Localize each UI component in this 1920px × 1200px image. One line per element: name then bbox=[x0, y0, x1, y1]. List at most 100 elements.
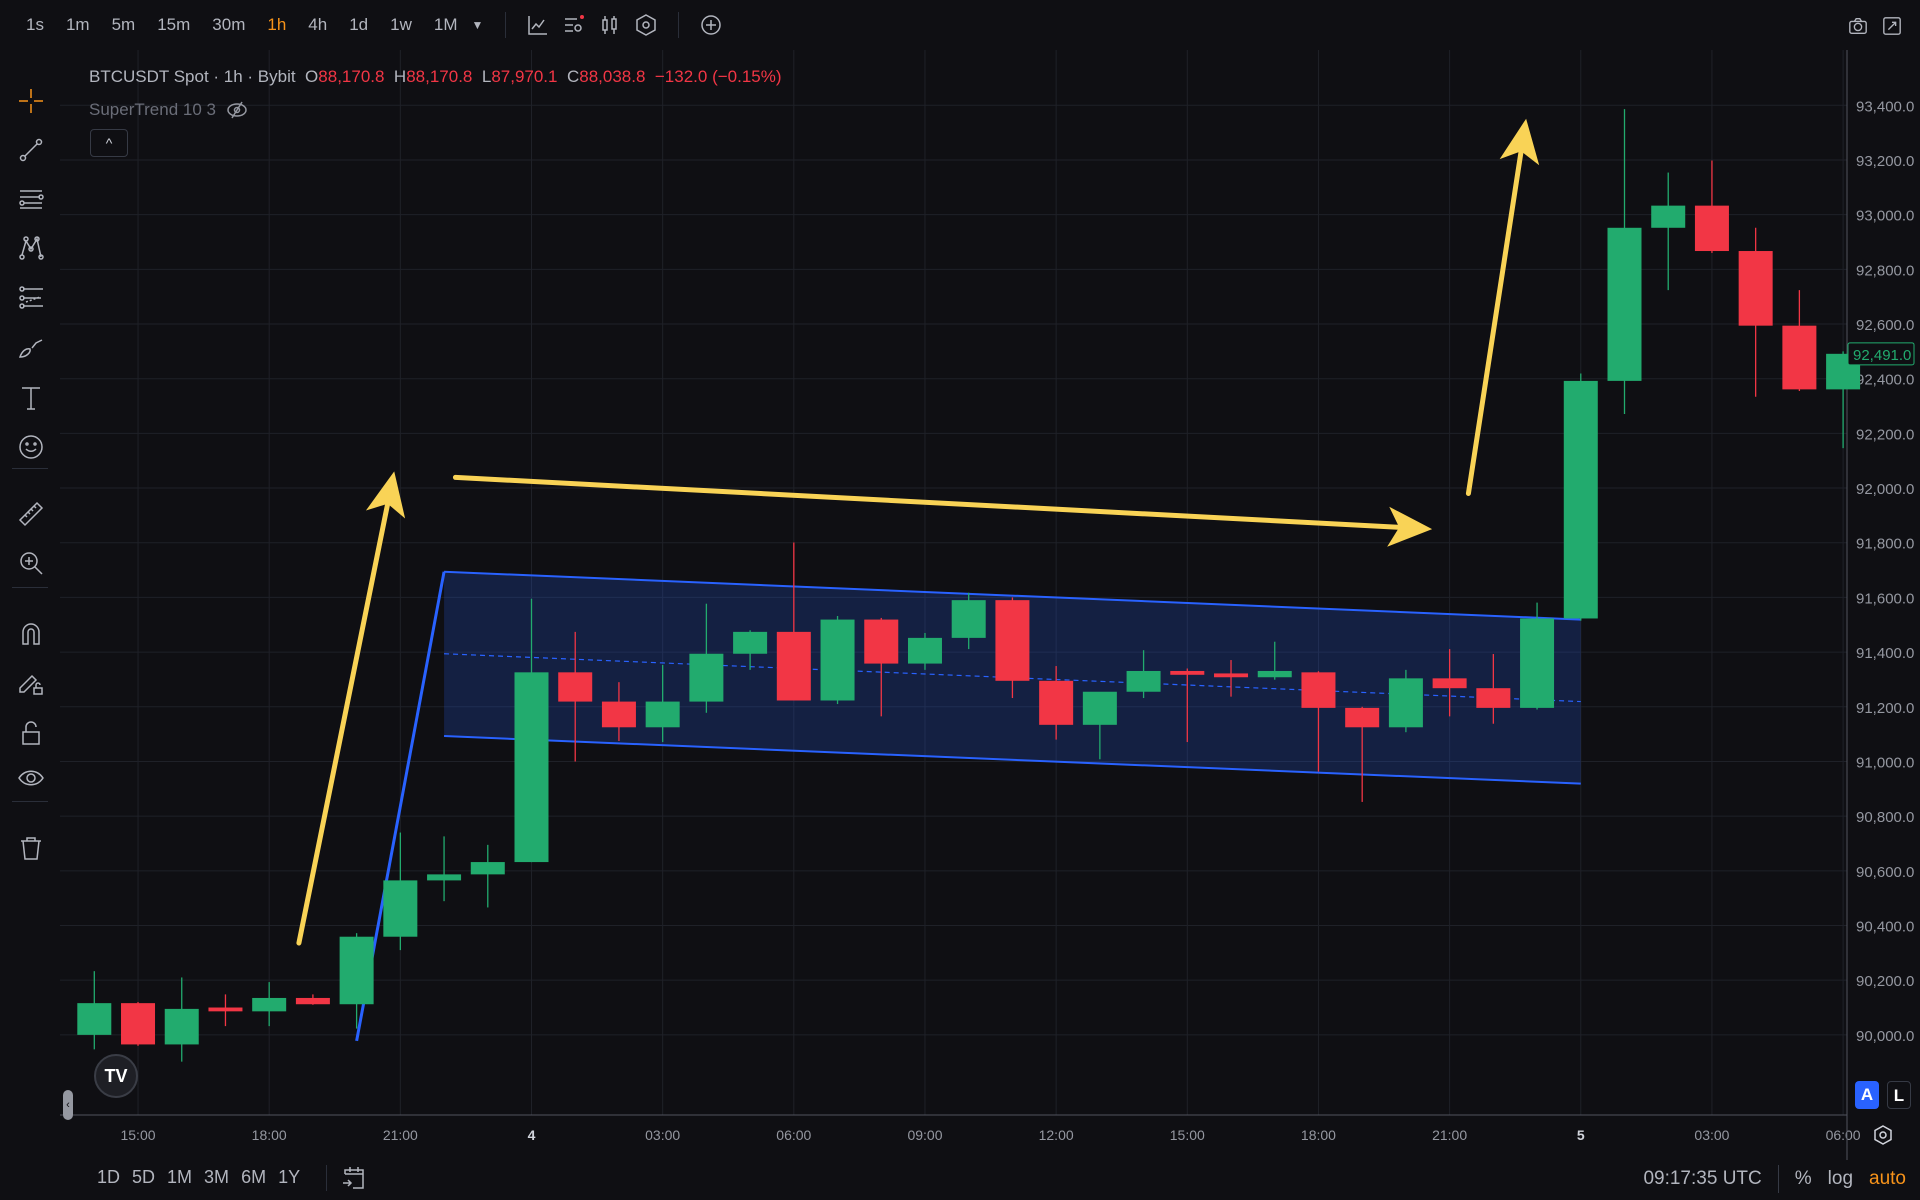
range-1D[interactable]: 1D bbox=[97, 1167, 121, 1187]
range-3M[interactable]: 3M bbox=[204, 1167, 230, 1187]
indicator-legend[interactable]: SuperTrend 10 3 bbox=[89, 100, 248, 120]
range-5D[interactable]: 5D bbox=[132, 1167, 156, 1187]
candle-body bbox=[339, 936, 374, 1005]
candle-body bbox=[1301, 672, 1336, 708]
time-tick-label: 15:00 bbox=[120, 1127, 155, 1143]
horizontal-lines-icon[interactable] bbox=[18, 186, 44, 212]
indicator-name[interactable]: SuperTrend 10 3 bbox=[89, 100, 216, 119]
candle bbox=[121, 1002, 156, 1046]
log-toggle[interactable]: log bbox=[1827, 1168, 1854, 1189]
timeframe-5m[interactable]: 5m bbox=[111, 15, 136, 34]
channel-top-line bbox=[444, 570, 1581, 621]
candle bbox=[995, 597, 1030, 699]
symbol-legend: BTCUSDT Spot · 1h · Bybit O88,170.8 H88,… bbox=[89, 67, 782, 87]
timeframe-1w[interactable]: 1w bbox=[390, 15, 412, 34]
crosshair-icon[interactable] bbox=[18, 88, 44, 114]
timeframe-4h[interactable]: 4h bbox=[308, 15, 328, 34]
trend-line-icon[interactable] bbox=[18, 137, 44, 163]
candle-body bbox=[601, 701, 636, 728]
candle-body bbox=[1782, 325, 1817, 390]
candle-body bbox=[1082, 691, 1117, 725]
arrow-head bbox=[1387, 506, 1433, 547]
low-label: L bbox=[481, 67, 492, 86]
add-icon[interactable] bbox=[700, 14, 722, 36]
price-tick-label: 90,000.0 bbox=[1856, 1028, 1914, 1045]
time-tick-label: 06:00 bbox=[1826, 1127, 1861, 1143]
emoji-icon[interactable] bbox=[18, 434, 44, 460]
candle-body bbox=[1432, 678, 1467, 689]
alerts-icon[interactable] bbox=[563, 14, 585, 36]
collapse-legend-button[interactable]: ^ bbox=[90, 129, 128, 157]
trash-icon[interactable] bbox=[18, 835, 44, 861]
ruler-icon[interactable] bbox=[18, 501, 44, 527]
indicators-icon[interactable] bbox=[527, 14, 549, 36]
auto-scale-button[interactable]: A bbox=[1855, 1081, 1879, 1109]
clock[interactable]: 09:17:35 UTC bbox=[1643, 1168, 1762, 1189]
timeframe-30m[interactable]: 30m bbox=[212, 15, 246, 34]
timeframe-1m[interactable]: 1m bbox=[65, 15, 90, 34]
range-1M[interactable]: 1M bbox=[167, 1167, 193, 1187]
candle bbox=[1651, 172, 1686, 291]
candle bbox=[1388, 669, 1423, 733]
arrow-head bbox=[1499, 118, 1540, 166]
text-icon[interactable] bbox=[18, 385, 44, 411]
candle bbox=[1563, 373, 1598, 621]
symbol-name[interactable]: BTCUSDT Spot · 1h · Bybit bbox=[89, 67, 296, 86]
goto-date-icon[interactable] bbox=[341, 1165, 367, 1191]
range-6M[interactable]: 6M bbox=[241, 1167, 267, 1187]
timeframe-dropdown-icon[interactable]: ▼ bbox=[471, 18, 484, 32]
candle bbox=[1432, 649, 1467, 717]
arrow-drawing bbox=[1465, 118, 1540, 497]
lock-icon[interactable] bbox=[18, 720, 44, 746]
candle-body bbox=[121, 1003, 156, 1045]
tradingview-logo[interactable]: TV bbox=[94, 1054, 138, 1098]
chart-type-icon[interactable] bbox=[599, 14, 621, 36]
lock-drawing-icon[interactable] bbox=[18, 670, 44, 696]
candle bbox=[820, 616, 855, 705]
toolbar-divider bbox=[12, 801, 48, 802]
brush-icon[interactable] bbox=[18, 335, 44, 361]
camera-icon[interactable] bbox=[1848, 16, 1868, 36]
price-tick-label: 93,000.0 bbox=[1856, 208, 1914, 225]
auto-toggle[interactable]: auto bbox=[1869, 1168, 1906, 1189]
candle bbox=[470, 844, 505, 908]
arrow-shaft bbox=[1465, 149, 1524, 497]
candle bbox=[601, 682, 636, 741]
candle bbox=[208, 994, 243, 1027]
collapse-toolbar-handle[interactable]: ‹ bbox=[63, 1090, 73, 1120]
timeframe-1h[interactable]: 1h bbox=[267, 15, 287, 34]
candle bbox=[1520, 602, 1555, 710]
price-tick-label: 93,200.0 bbox=[1856, 153, 1914, 170]
range-1Y[interactable]: 1Y bbox=[278, 1167, 301, 1187]
timeframe-1M[interactable]: 1M bbox=[433, 15, 458, 34]
pattern-icon[interactable] bbox=[18, 235, 44, 261]
channel-bottom-line bbox=[444, 735, 1581, 785]
last-price-badge bbox=[1847, 342, 1915, 366]
fullscreen-icon[interactable] bbox=[1882, 16, 1902, 36]
magnet-icon[interactable] bbox=[18, 620, 44, 646]
price-tick-label: 90,200.0 bbox=[1856, 973, 1914, 990]
hidden-eye-icon[interactable] bbox=[226, 101, 248, 119]
candle bbox=[1782, 290, 1817, 392]
percent-toggle[interactable]: % bbox=[1794, 1168, 1812, 1189]
timeframe-15m[interactable]: 15m bbox=[157, 15, 191, 34]
candle-body bbox=[77, 1003, 112, 1035]
price-tick-label: 91,600.0 bbox=[1856, 590, 1914, 607]
toolbar-divider bbox=[12, 587, 48, 588]
settings-icon[interactable] bbox=[635, 14, 657, 36]
timeframe-1s[interactable]: 1s bbox=[26, 15, 44, 34]
zoom-in-icon[interactable] bbox=[18, 550, 44, 576]
timeframe-1d[interactable]: 1d bbox=[349, 15, 369, 34]
candle bbox=[164, 977, 199, 1062]
arrow-drawing bbox=[296, 471, 406, 946]
price-tick-label: 90,800.0 bbox=[1856, 809, 1914, 826]
candle bbox=[1694, 160, 1729, 253]
axis-settings-icon[interactable] bbox=[1872, 1124, 1894, 1146]
lock-scale-button[interactable]: L bbox=[1887, 1081, 1911, 1109]
time-tick-label: 4 bbox=[528, 1127, 536, 1143]
close-label: C bbox=[566, 67, 580, 86]
fib-icon[interactable] bbox=[18, 285, 44, 311]
eye-icon[interactable] bbox=[18, 766, 44, 792]
price-tick-label: 92,400.0 bbox=[1856, 372, 1914, 389]
